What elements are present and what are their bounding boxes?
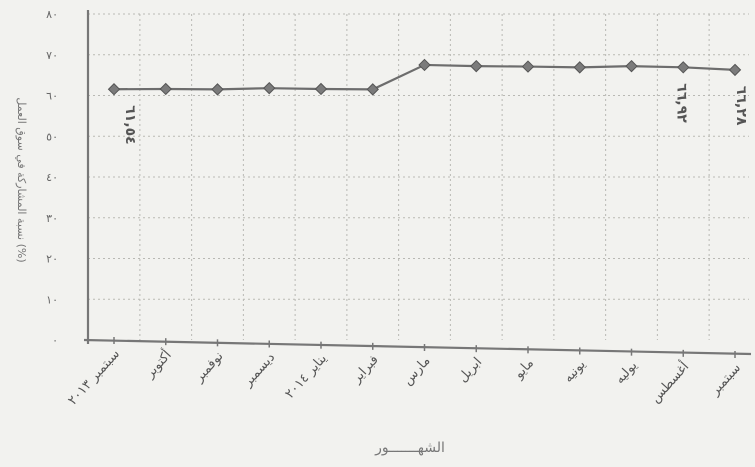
y-tick-label: ٧٠ [46, 49, 58, 62]
x-tick-label: فبراير [349, 352, 382, 386]
y-tick-label: ٥٠ [46, 130, 58, 143]
y-axis-label: نسبة المشاركة في سوق العمل (%) [15, 97, 28, 262]
y-tick-label: ٤٠ [46, 171, 58, 184]
data-point [573, 61, 586, 74]
x-tick-label: مايو [511, 356, 537, 383]
y-tick-label: ٨٠ [46, 8, 58, 21]
x-axis-line [83, 338, 752, 356]
x-tick-label: ديسمبر [240, 350, 278, 390]
gridlines [88, 13, 749, 340]
data-point [211, 83, 224, 96]
data-point [728, 63, 742, 77]
data-label: ٦٦,٩٢ [673, 83, 689, 123]
x-tick-label: أغسطس [647, 358, 693, 406]
x-tick-label: يوليه [612, 358, 640, 387]
data-point [418, 58, 431, 72]
x-tick-label: سبتمبر ٢٠١٣ [65, 347, 123, 409]
axes [83, 10, 752, 358]
series-line [107, 58, 742, 96]
data-point [263, 81, 276, 95]
x-tick-label: أكتوبر [141, 346, 175, 381]
y-tick-label: ٣٠ [46, 212, 58, 225]
y-tick-labels: ٠ ١٠ ٢٠ ٣٠ ٤٠ ٥٠ ٦٠ ٧٠ ٨٠ [46, 8, 58, 347]
x-tick-label: يونيه [561, 357, 589, 386]
data-point [470, 59, 483, 73]
data-label: ٦٦,٢٨ [733, 86, 749, 126]
x-tick-label: ابريل [455, 355, 485, 386]
x-tick-label: نوفمبر [191, 349, 226, 386]
data-point [677, 61, 690, 74]
data-point [625, 59, 638, 73]
data-annotations: ٦١,٥٤ ٦٦,٩٢ ٦٦,٢٨ [122, 83, 749, 144]
x-tick-label: مارس [400, 354, 433, 389]
data-point [107, 83, 121, 96]
data-point [366, 83, 379, 96]
x-tick-labels: سبتمبر ٢٠١٣ أكتوبر نوفمبر ديسمبر يناير ٢٠١٤ ف… [65, 346, 744, 408]
data-point [521, 60, 535, 73]
y-tick-label: ١٠ [46, 293, 58, 306]
y-tick-label: ٦٠ [46, 90, 58, 103]
x-tick-label: يناير ٢٠١٤ [282, 351, 330, 402]
x-axis-label: الشهـــــــور [374, 440, 445, 456]
y-tick-label: ٢٠ [46, 253, 58, 266]
data-point [159, 82, 172, 96]
data-point [314, 82, 328, 96]
data-label: ٦١,٥٤ [122, 105, 138, 145]
x-tick-label: سبتمبر [707, 361, 744, 400]
y-tick-label: ٠ [52, 334, 58, 347]
